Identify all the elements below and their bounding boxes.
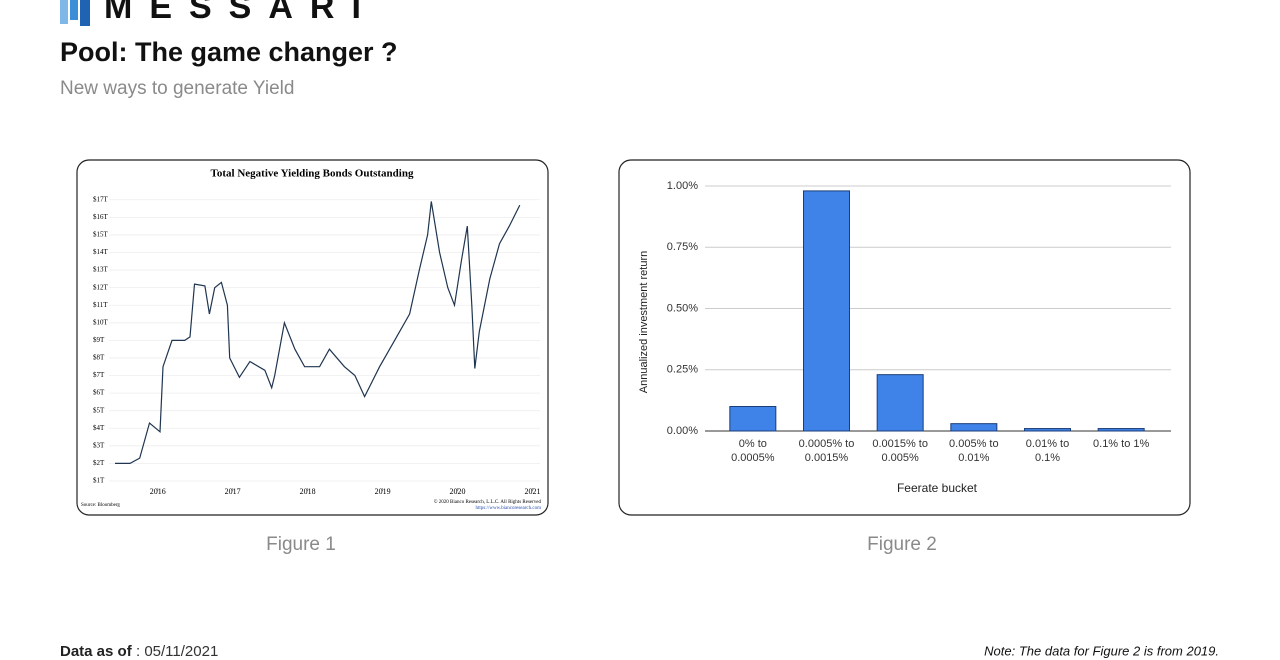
y-tick-label: $3T	[93, 441, 105, 449]
y-tick-label: $2T	[93, 459, 105, 467]
copyright-note: © 2020 Bianco Research, L.L.C. All Right…	[434, 499, 542, 505]
chart-title: Total Negative Yielding Bonds Outstandin…	[211, 168, 414, 180]
logo-icon	[60, 0, 90, 26]
x-tick-label: 2020	[450, 487, 466, 496]
y-tick-label: $7T	[93, 371, 105, 379]
y-axis-label: Annualized investment return	[638, 251, 650, 393]
source-note: Source: Bloomberg	[81, 503, 120, 508]
y-tick-label: $9T	[93, 336, 105, 344]
url-note: https://www.biancoresearch.com	[476, 506, 542, 511]
y-tick-label: $4T	[93, 424, 105, 432]
y-tick-label: 0.25%	[667, 364, 698, 376]
bar	[803, 190, 850, 432]
y-tick-label: $5T	[93, 406, 105, 414]
y-tick-label: $16T	[93, 213, 109, 221]
x-tick-label: 0.01% to 0.1%	[1025, 438, 1070, 464]
y-tick-label: $10T	[93, 318, 109, 326]
footer-note: Note: The data for Figure 2 is from 2019…	[984, 643, 1219, 658]
x-tick-label: 2021	[525, 487, 541, 496]
y-tick-label: $1T	[93, 477, 105, 485]
figure-caption: Figure 1	[266, 534, 336, 555]
y-tick-label: $11T	[93, 301, 108, 309]
y-tick-label: $13T	[93, 266, 109, 274]
x-tick-label: 0.0005% to 0.0015%	[798, 438, 855, 464]
bar	[729, 406, 777, 432]
y-tick-label: $12T	[93, 283, 109, 291]
y-tick-label: $17T	[93, 195, 109, 203]
y-tick-label: 0.00%	[667, 425, 698, 437]
slide-title: Pool: The game changer ?	[60, 37, 398, 67]
x-tick-label: 0.005% to 0.01%	[949, 438, 999, 464]
figure-caption: Figure 2	[867, 534, 937, 555]
y-tick-label: 1.00%	[667, 180, 698, 192]
data-line	[115, 201, 521, 464]
x-tick-label: 2016	[150, 487, 166, 496]
x-tick-label: 0.0015% to 0.005%	[872, 438, 928, 464]
x-tick-label: 2018	[300, 487, 316, 496]
slide-subtitle: New ways to generate Yield	[60, 78, 294, 99]
bar	[1097, 428, 1145, 432]
footer-date: : 05/11/2021	[136, 643, 218, 660]
y-tick-label: $15T	[93, 231, 109, 239]
x-tick-label: 2019	[375, 487, 391, 496]
y-tick-label: 0.75%	[667, 241, 698, 253]
figure-frame	[76, 159, 549, 516]
x-tick-label: 0% to 0.0005%	[731, 438, 775, 464]
x-axis-label: Feerate bucket	[897, 481, 978, 495]
y-tick-label: $8T	[93, 354, 105, 362]
x-tick-label: 0.1% to 1%	[1093, 438, 1150, 450]
y-tick-label: 0.50%	[667, 302, 698, 314]
bar	[876, 374, 924, 432]
bar	[950, 423, 998, 432]
logo-text: MESSARI	[104, 0, 378, 26]
y-tick-label: $14T	[93, 248, 109, 256]
bar	[1024, 428, 1071, 432]
x-tick-label: 2017	[225, 487, 241, 496]
footer-label: Data as of	[60, 643, 133, 660]
y-tick-label: $6T	[93, 389, 105, 397]
